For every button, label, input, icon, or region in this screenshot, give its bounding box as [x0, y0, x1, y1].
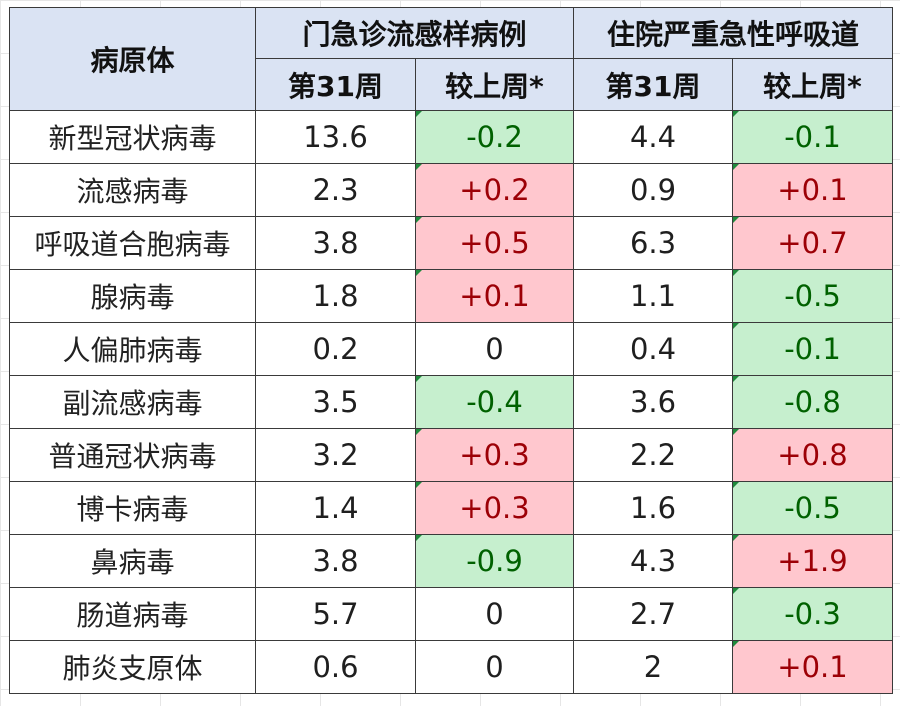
cell-outpatient-change[interactable]: -0.9	[415, 534, 574, 588]
header-outpatient-week[interactable]: 第31周	[255, 58, 416, 111]
header-outpatient-group[interactable]: 门急诊流感样病例	[255, 7, 574, 59]
cell-pathogen-name[interactable]: 肺炎支原体	[9, 640, 256, 694]
cell-outpatient-change[interactable]: +0.1	[415, 269, 574, 323]
table-row: 人偏肺病毒 0.2 0 0.4 -0.1	[9, 322, 893, 376]
cell-pathogen-name[interactable]: 人偏肺病毒	[9, 322, 256, 376]
cell-inpatient-change[interactable]: -0.8	[732, 375, 893, 429]
cell-inpatient-change[interactable]: +1.9	[732, 534, 893, 588]
table-row: 副流感病毒 3.5 -0.4 3.6 -0.8	[9, 375, 893, 429]
table-row: 流感病毒 2.3 +0.2 0.9 +0.1	[9, 163, 893, 217]
cell-pathogen-name[interactable]: 普通冠状病毒	[9, 428, 256, 482]
header-pathogen[interactable]: 病原体	[9, 7, 256, 111]
cell-inpatient-change[interactable]: -0.5	[732, 481, 893, 535]
cell-outpatient-week[interactable]: 1.8	[255, 269, 416, 323]
cell-inpatient-week[interactable]: 6.3	[573, 216, 733, 270]
cell-outpatient-change[interactable]: 0	[415, 640, 574, 694]
cell-inpatient-change[interactable]: +0.7	[732, 216, 893, 270]
cell-outpatient-week[interactable]: 0.6	[255, 640, 416, 694]
cell-outpatient-change[interactable]: -0.4	[415, 375, 574, 429]
cell-outpatient-week[interactable]: 13.6	[255, 110, 416, 164]
table-row: 普通冠状病毒 3.2 +0.3 2.2 +0.8	[9, 428, 893, 482]
cell-outpatient-change[interactable]: +0.3	[415, 428, 574, 482]
cell-inpatient-week[interactable]: 2.2	[573, 428, 733, 482]
table-row: 呼吸道合胞病毒 3.8 +0.5 6.3 +0.7	[9, 216, 893, 270]
cell-outpatient-week[interactable]: 3.5	[255, 375, 416, 429]
cell-outpatient-week[interactable]: 3.2	[255, 428, 416, 482]
cell-pathogen-name[interactable]: 流感病毒	[9, 163, 256, 217]
cell-inpatient-week[interactable]: 2.7	[573, 587, 733, 641]
cell-inpatient-week[interactable]: 4.4	[573, 110, 733, 164]
cell-inpatient-change[interactable]: +0.1	[732, 640, 893, 694]
cell-outpatient-week[interactable]: 5.7	[255, 587, 416, 641]
cell-inpatient-week[interactable]: 3.6	[573, 375, 733, 429]
table-row: 博卡病毒 1.4 +0.3 1.6 -0.5	[9, 481, 893, 535]
table-row: 肠道病毒 5.7 0 2.7 -0.3	[9, 587, 893, 641]
cell-inpatient-week[interactable]: 1.1	[573, 269, 733, 323]
cell-pathogen-name[interactable]: 博卡病毒	[9, 481, 256, 535]
cell-pathogen-name[interactable]: 副流感病毒	[9, 375, 256, 429]
table-row: 鼻病毒 3.8 -0.9 4.3 +1.9	[9, 534, 893, 588]
header-inpatient-group[interactable]: 住院严重急性呼吸道	[573, 7, 893, 59]
table-row: 肺炎支原体 0.6 0 2 +0.1	[9, 640, 893, 694]
pathogen-positivity-table: 病原体 门急诊流感样病例 住院严重急性呼吸道 第31周 较上周* 第31周 较上…	[9, 7, 893, 694]
cell-inpatient-change[interactable]: -0.5	[732, 269, 893, 323]
cell-outpatient-change[interactable]: +0.5	[415, 216, 574, 270]
cell-pathogen-name[interactable]: 鼻病毒	[9, 534, 256, 588]
cell-outpatient-week[interactable]: 2.3	[255, 163, 416, 217]
cell-pathogen-name[interactable]: 新型冠状病毒	[9, 110, 256, 164]
cell-inpatient-change[interactable]: -0.3	[732, 587, 893, 641]
cell-outpatient-week[interactable]: 1.4	[255, 481, 416, 535]
header-outpatient-change[interactable]: 较上周*	[415, 58, 574, 111]
table-row: 新型冠状病毒 13.6 -0.2 4.4 -0.1	[9, 110, 893, 164]
cell-pathogen-name[interactable]: 肠道病毒	[9, 587, 256, 641]
cell-outpatient-change[interactable]: 0	[415, 587, 574, 641]
table-row: 腺病毒 1.8 +0.1 1.1 -0.5	[9, 269, 893, 323]
cell-pathogen-name[interactable]: 腺病毒	[9, 269, 256, 323]
cell-outpatient-change[interactable]: 0	[415, 322, 574, 376]
cell-inpatient-change[interactable]: +0.8	[732, 428, 893, 482]
table-body: 新型冠状病毒 13.6 -0.2 4.4 -0.1 流感病毒 2.3 +0.2 0.9 +0.1 呼…	[9, 110, 893, 694]
cell-pathogen-name[interactable]: 呼吸道合胞病毒	[9, 216, 256, 270]
header-inpatient-week[interactable]: 第31周	[573, 58, 733, 111]
cell-inpatient-change[interactable]: -0.1	[732, 322, 893, 376]
cell-inpatient-week[interactable]: 1.6	[573, 481, 733, 535]
cell-outpatient-week[interactable]: 3.8	[255, 216, 416, 270]
cell-outpatient-change[interactable]: -0.2	[415, 110, 574, 164]
table-header: 病原体 门急诊流感样病例 住院严重急性呼吸道 第31周 较上周* 第31周 较上…	[9, 7, 893, 111]
cell-inpatient-week[interactable]: 0.9	[573, 163, 733, 217]
cell-outpatient-week[interactable]: 3.8	[255, 534, 416, 588]
header-inpatient-change[interactable]: 较上周*	[732, 58, 893, 111]
cell-inpatient-change[interactable]: -0.1	[732, 110, 893, 164]
cell-outpatient-change[interactable]: +0.3	[415, 481, 574, 535]
cell-outpatient-week[interactable]: 0.2	[255, 322, 416, 376]
cell-inpatient-week[interactable]: 2	[573, 640, 733, 694]
cell-inpatient-week[interactable]: 0.4	[573, 322, 733, 376]
cell-outpatient-change[interactable]: +0.2	[415, 163, 574, 217]
cell-inpatient-change[interactable]: +0.1	[732, 163, 893, 217]
cell-inpatient-week[interactable]: 4.3	[573, 534, 733, 588]
